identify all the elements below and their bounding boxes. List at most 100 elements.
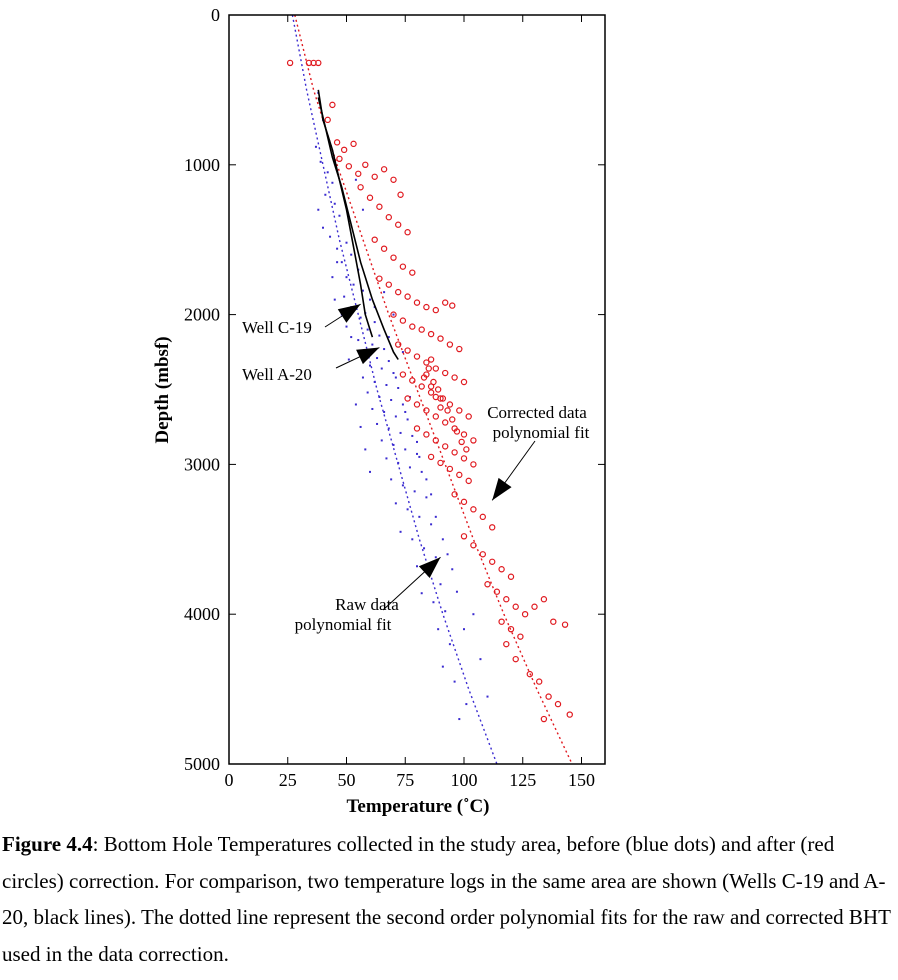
red-circle-point bbox=[432, 393, 439, 401]
red-circle-point bbox=[413, 353, 421, 360]
blue-dot-point bbox=[357, 339, 360, 342]
red-circle-point bbox=[451, 449, 458, 456]
blue-dot-point bbox=[434, 556, 437, 559]
blue-dot-point bbox=[425, 478, 428, 481]
blue-dot-point bbox=[411, 538, 414, 541]
red-circle-point bbox=[526, 670, 534, 678]
annotation-raw-data-arrow-head bbox=[418, 557, 441, 579]
blue-dot-point bbox=[441, 538, 444, 541]
red-circle-point bbox=[425, 365, 432, 372]
blue-dot-point bbox=[361, 289, 364, 292]
red-circle-point bbox=[385, 214, 392, 221]
blue-dot-point bbox=[455, 590, 458, 593]
red-circle-point bbox=[507, 625, 515, 633]
red-circle-point bbox=[460, 455, 468, 462]
red-circle-point bbox=[566, 711, 573, 718]
red-circle-point bbox=[366, 194, 374, 201]
blue-dot-point bbox=[369, 298, 371, 301]
red-circle-point bbox=[434, 386, 442, 393]
blue-dot-point bbox=[404, 410, 407, 413]
red-circle-point bbox=[432, 365, 439, 372]
caption-text: : Bottom Hole Temperatures collected in … bbox=[2, 832, 891, 966]
red-circle-point bbox=[463, 446, 470, 453]
red-circle-point bbox=[453, 428, 461, 435]
red-circle-point bbox=[489, 524, 496, 531]
red-circle-point bbox=[390, 254, 397, 261]
red-circle-point bbox=[404, 347, 411, 354]
red-circle-point bbox=[536, 678, 543, 685]
red-circle-point bbox=[446, 401, 454, 408]
blue-dot-point bbox=[465, 703, 468, 706]
red-circle-point bbox=[418, 383, 425, 390]
blue-dot-point bbox=[472, 613, 475, 616]
red-circle-point bbox=[561, 621, 569, 628]
blue-dot-point bbox=[390, 398, 393, 401]
red-circle-point bbox=[554, 700, 562, 708]
blue-dot-point bbox=[411, 434, 414, 437]
red-circle-point bbox=[465, 413, 472, 420]
y-tick-label: 2000 bbox=[184, 305, 220, 325]
y-tick-label: 1000 bbox=[184, 155, 220, 175]
blue-dot-point bbox=[317, 208, 320, 211]
red-circle-point bbox=[404, 229, 411, 236]
y-axis-label: Depth (mbsf) bbox=[152, 336, 173, 443]
well-c-19-line bbox=[317, 89, 374, 338]
blue-dot-point bbox=[453, 680, 456, 683]
red-circle-point bbox=[390, 311, 397, 318]
blue-dot-point bbox=[376, 422, 379, 425]
red-circle-point bbox=[512, 603, 519, 610]
red-circle-point bbox=[376, 203, 383, 210]
blue-dot-point bbox=[425, 496, 428, 499]
red-circle-point bbox=[540, 715, 548, 723]
red-circle-point bbox=[507, 573, 515, 580]
red-circle-point bbox=[333, 139, 341, 146]
red-circle-point bbox=[545, 693, 552, 700]
red-circle-point bbox=[397, 191, 404, 198]
blue-dot-point bbox=[439, 583, 442, 586]
blue-dot-point bbox=[331, 276, 334, 279]
red-circle-point bbox=[427, 330, 435, 338]
blue-dot-point bbox=[406, 418, 409, 421]
red-circle-point bbox=[399, 371, 407, 378]
red-circle-point bbox=[517, 633, 524, 640]
red-circle-point bbox=[385, 281, 392, 288]
red-circle-point bbox=[512, 655, 519, 663]
red-circle-point bbox=[380, 166, 388, 173]
blue-dot-point bbox=[385, 384, 388, 387]
blue-dot-point bbox=[416, 452, 418, 455]
blue-dot-point bbox=[338, 214, 341, 217]
blue-dot-point bbox=[369, 364, 371, 367]
y-tick-label: 5000 bbox=[184, 754, 220, 774]
blue-dot-point bbox=[394, 502, 397, 505]
blue-dot-point bbox=[448, 643, 451, 646]
blue-dot-point bbox=[359, 316, 362, 319]
blue-dot-point bbox=[387, 336, 390, 339]
blue-dot-point bbox=[420, 592, 423, 595]
red-circle-point bbox=[460, 498, 468, 506]
red-circle-point bbox=[498, 618, 505, 625]
annotation-corrected-data-label: Corrected data bbox=[487, 403, 587, 422]
x-axis-label: Temperature (˚C) bbox=[347, 796, 490, 817]
red-circle-point bbox=[336, 155, 343, 163]
blue-dot-point bbox=[387, 360, 390, 363]
blue-dot-point bbox=[340, 261, 343, 264]
red-circle-point bbox=[423, 407, 430, 414]
red-circle-point bbox=[380, 245, 388, 252]
red-circle-point bbox=[371, 236, 378, 243]
red-circle-point bbox=[446, 341, 454, 348]
blue-dot-point bbox=[345, 325, 348, 328]
annotation-corrected-data-label: polynomial fit bbox=[493, 423, 590, 442]
red-circle-point bbox=[479, 551, 486, 558]
blue-dot-point bbox=[324, 193, 327, 196]
red-circle-point bbox=[399, 317, 407, 324]
red-circle-point bbox=[503, 640, 510, 648]
annotation-well-c-19-arrow-head bbox=[337, 304, 361, 323]
red-circle-point bbox=[355, 170, 362, 177]
blue-dot-point bbox=[444, 610, 447, 613]
red-circle-point bbox=[439, 395, 447, 402]
red-circle-point bbox=[437, 459, 444, 467]
red-circle-point bbox=[442, 299, 449, 306]
red-circle-point bbox=[460, 378, 468, 386]
red-circle-point bbox=[409, 323, 416, 330]
blue-dot-point bbox=[369, 470, 371, 473]
